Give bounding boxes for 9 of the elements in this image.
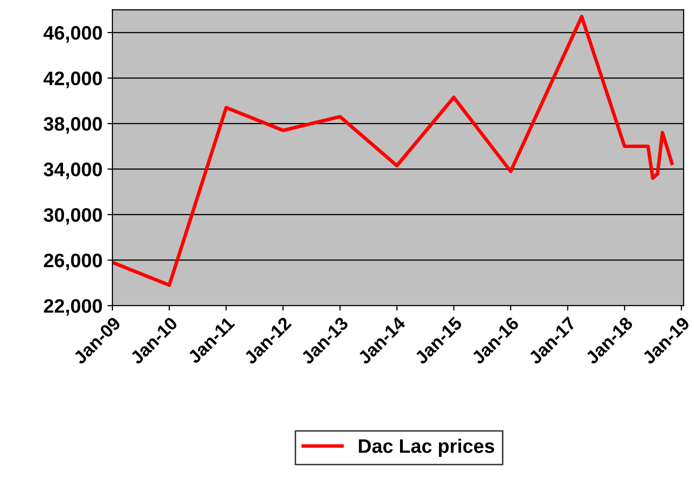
y-tick-label: 42,000 [44,72,102,88]
y-tick-label: 34,000 [44,162,102,180]
y-tick-label: 30,000 [44,208,102,225]
y-tick-label: 26,000 [44,254,102,270]
y-tick-label: 46,000 [44,26,102,43]
line-series [112,14,674,287]
y-tick-label: 38,000 [44,117,102,134]
y-tick-label: 22,000 [44,299,102,316]
legend-label: Dac Lac prices [358,438,494,457]
